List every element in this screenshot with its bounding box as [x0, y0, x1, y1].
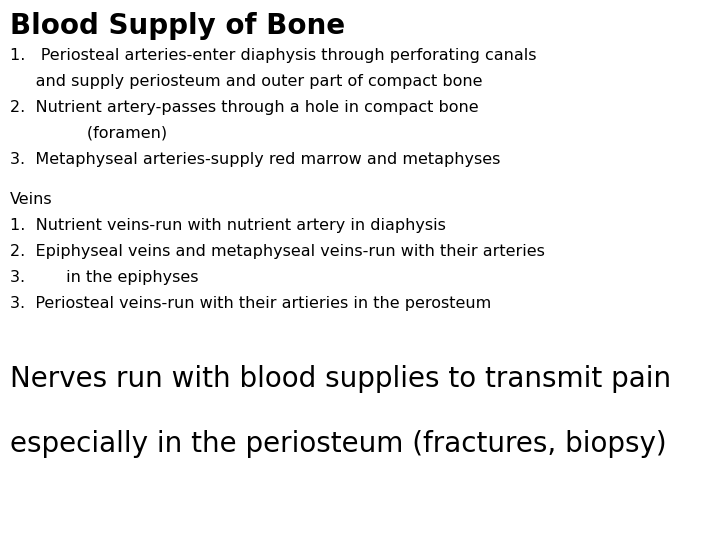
Text: 2.  Epiphyseal veins and metaphyseal veins-run with their arteries: 2. Epiphyseal veins and metaphyseal vein… — [10, 244, 545, 259]
Text: 3.  Metaphyseal arteries-supply red marrow and metaphyses: 3. Metaphyseal arteries-supply red marro… — [10, 152, 500, 167]
Text: and supply periosteum and outer part of compact bone: and supply periosteum and outer part of … — [10, 74, 482, 89]
Text: Nerves run with blood supplies to transmit pain: Nerves run with blood supplies to transm… — [10, 365, 671, 393]
Text: 3.  Periosteal veins-run with their artieries in the perosteum: 3. Periosteal veins-run with their artie… — [10, 296, 491, 311]
Text: (foramen): (foramen) — [10, 126, 167, 141]
Text: Veins: Veins — [10, 192, 53, 207]
Text: 1.  Nutrient veins-run with nutrient artery in diaphysis: 1. Nutrient veins-run with nutrient arte… — [10, 218, 446, 233]
Text: Blood Supply of Bone: Blood Supply of Bone — [10, 12, 345, 40]
Text: 2.  Nutrient artery-passes through a hole in compact bone: 2. Nutrient artery-passes through a hole… — [10, 100, 479, 115]
Text: 3.        in the epiphyses: 3. in the epiphyses — [10, 270, 199, 285]
Text: 1.   Periosteal arteries-enter diaphysis through perforating canals: 1. Periosteal arteries-enter diaphysis t… — [10, 48, 536, 63]
Text: especially in the periosteum (fractures, biopsy): especially in the periosteum (fractures,… — [10, 430, 667, 458]
